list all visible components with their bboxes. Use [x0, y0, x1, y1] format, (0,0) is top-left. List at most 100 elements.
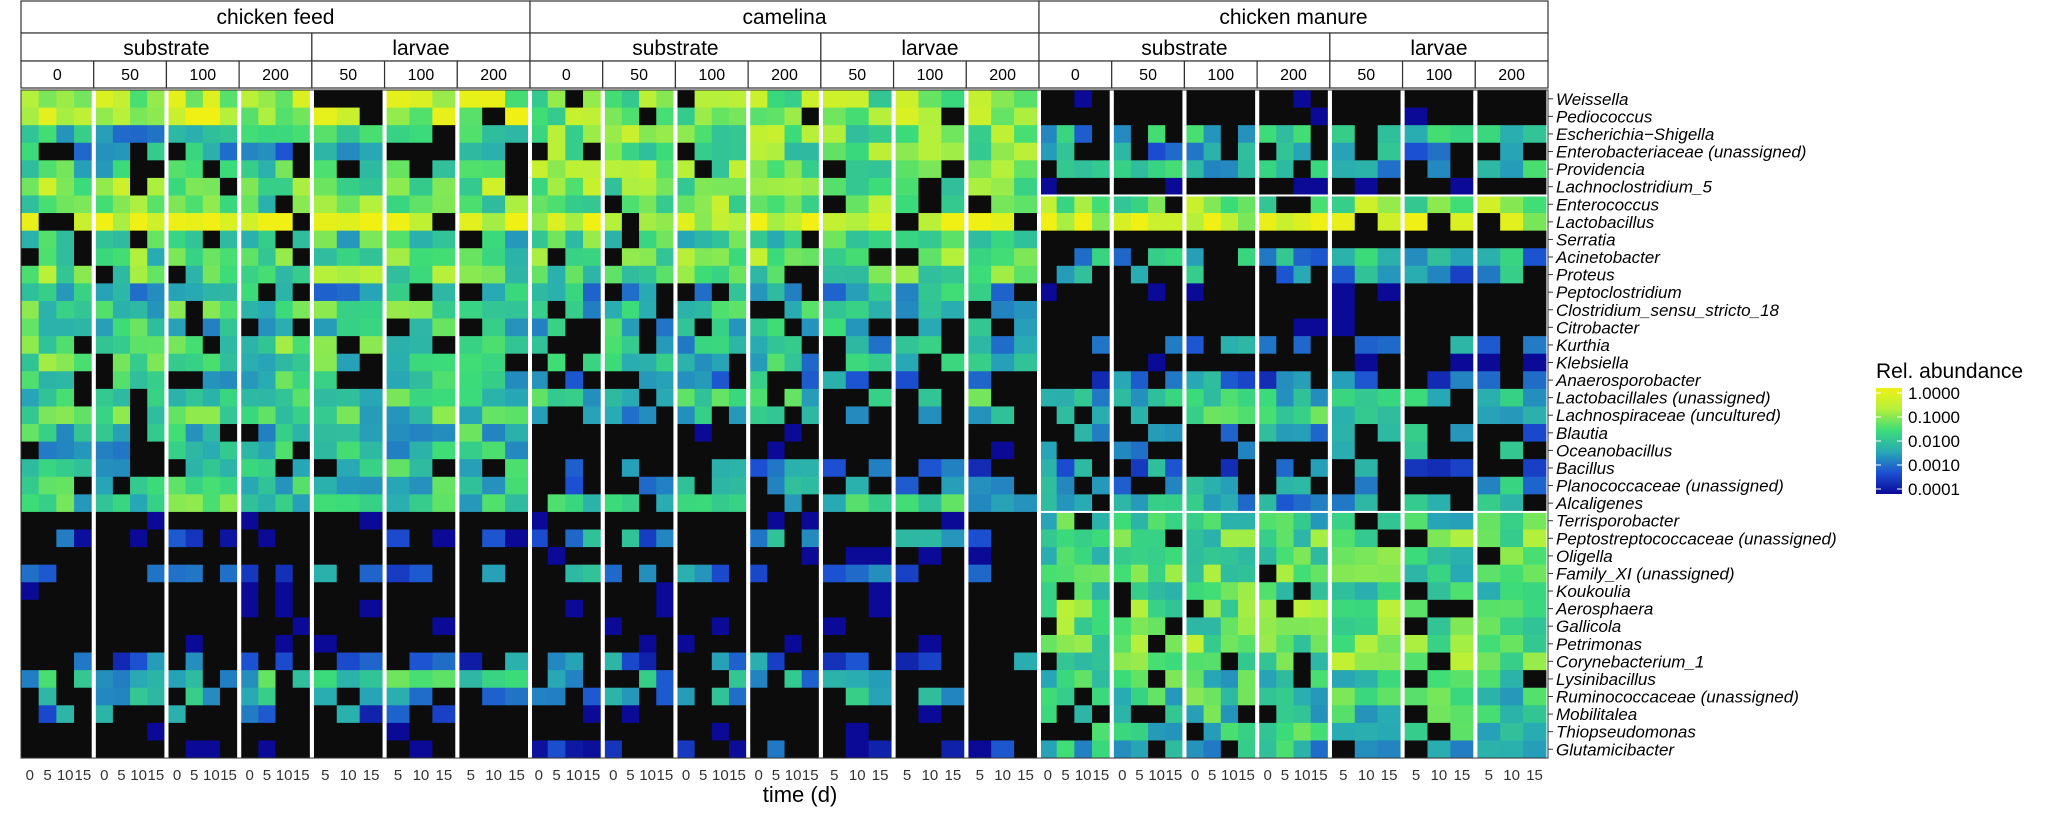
heatmap-cell — [185, 230, 204, 249]
heatmap-cell — [1523, 564, 1547, 583]
heatmap-cell — [767, 248, 785, 267]
heatmap-cell — [1113, 722, 1132, 741]
heatmap-cell — [750, 494, 768, 513]
heatmap-cell — [530, 634, 549, 653]
heatmap-cell — [1148, 283, 1166, 302]
heatmap-cell — [386, 687, 410, 706]
heatmap-cell — [1203, 670, 1222, 689]
heatmap-cell — [130, 652, 148, 671]
heatmap-cell — [1237, 125, 1256, 144]
heatmap-cell — [845, 265, 870, 284]
heatmap-cell — [185, 406, 204, 425]
heatmap-cell — [112, 617, 131, 636]
heatmap-cell — [1220, 547, 1239, 566]
heatmap-cell — [505, 336, 529, 355]
heatmap-cell — [547, 283, 566, 302]
heatmap-cell — [168, 617, 187, 636]
heatmap-cell — [313, 441, 338, 460]
heatmap-cell — [202, 599, 221, 618]
heatmap-cell — [991, 670, 1015, 689]
heatmap-cell — [1450, 564, 1474, 583]
heatmap-cell — [1477, 265, 1501, 284]
heatmap-cell — [565, 318, 584, 337]
heatmap-cell — [677, 441, 696, 460]
heatmap-cell — [147, 617, 165, 636]
heatmap-cell — [202, 459, 221, 478]
legend-tick-label: 1.0000 — [1908, 384, 1960, 403]
heatmap-cell — [604, 388, 623, 407]
heatmap-cell — [336, 705, 361, 724]
heatmap-cell — [38, 160, 57, 179]
heatmap-cell — [895, 687, 919, 706]
heatmap-cell — [21, 195, 40, 214]
heatmap-cell — [604, 652, 623, 671]
heatmap-cell — [1404, 248, 1428, 267]
heatmap-cell — [918, 740, 942, 759]
heatmap-cell — [784, 353, 803, 372]
heatmap-cell — [1130, 107, 1149, 126]
heatmap-cell — [711, 125, 730, 144]
heatmap-cell — [1404, 494, 1428, 513]
heatmap-cell — [1186, 300, 1205, 319]
heatmap-cell — [968, 300, 992, 319]
heatmap-cell — [21, 705, 40, 724]
heatmap-cell — [767, 740, 785, 759]
heatmap-cell — [565, 300, 584, 319]
heatmap-cell — [968, 582, 992, 601]
heatmap-cell — [95, 160, 114, 179]
heatmap-cell — [1293, 494, 1312, 513]
heatmap-cell — [1220, 722, 1239, 741]
x-tick-label: 10 — [203, 767, 220, 784]
heatmap-cell — [1377, 459, 1401, 478]
heatmap-cell — [801, 670, 820, 689]
heatmap-cell — [677, 634, 696, 653]
heatmap-cell — [202, 300, 221, 319]
heatmap-cell — [313, 564, 338, 583]
heatmap-cell — [38, 476, 57, 495]
heatmap-cell — [1130, 142, 1149, 161]
heatmap-cell — [565, 388, 584, 407]
heatmap-cell — [1477, 547, 1501, 566]
heatmap-cell — [112, 160, 131, 179]
heatmap-cell — [530, 599, 549, 618]
heatmap-cell — [38, 740, 57, 759]
heatmap-cell — [1165, 125, 1183, 144]
heatmap-cell — [1523, 177, 1547, 196]
heatmap-cell — [784, 582, 803, 601]
heatmap-cell — [112, 705, 131, 724]
heatmap-cell — [185, 511, 204, 530]
heatmap-cell — [1039, 634, 1058, 653]
heatmap-cell — [95, 90, 114, 108]
heatmap-cell — [711, 670, 730, 689]
heatmap-cell — [1500, 213, 1524, 232]
strip-time-bg — [238, 60, 313, 89]
heatmap-cell — [1500, 424, 1524, 442]
heatmap-cell — [547, 476, 566, 495]
heatmap-cell — [1293, 670, 1312, 689]
x-tick-label: 10 — [276, 767, 293, 784]
heatmap-cell — [711, 441, 730, 460]
heatmap-cell — [565, 722, 584, 741]
heatmap-cell — [1331, 652, 1356, 671]
heatmap-cell — [583, 722, 602, 741]
heatmap-cell — [275, 230, 294, 249]
heatmap-cell — [1165, 494, 1183, 513]
heatmap-cell — [1331, 177, 1356, 196]
heatmap-cell — [1186, 652, 1205, 671]
heatmap-cell — [1500, 336, 1524, 355]
heatmap-cell — [1148, 599, 1166, 618]
heatmap-cell — [313, 213, 338, 232]
heatmap-cell — [459, 564, 483, 583]
heatmap-cell — [1186, 90, 1205, 108]
genus-label: Providencia — [1556, 160, 1645, 179]
heatmap-cell — [530, 476, 549, 495]
heatmap-cell — [968, 283, 992, 302]
heatmap-cell — [918, 177, 942, 196]
heatmap-cell — [1477, 248, 1501, 267]
heatmap-cell — [168, 494, 187, 513]
heatmap-cell — [656, 142, 674, 161]
heatmap-cell — [258, 634, 276, 653]
x-tick-label: 5 — [321, 767, 329, 784]
heatmap-cell — [1220, 336, 1239, 355]
heatmap-cell — [604, 424, 623, 442]
